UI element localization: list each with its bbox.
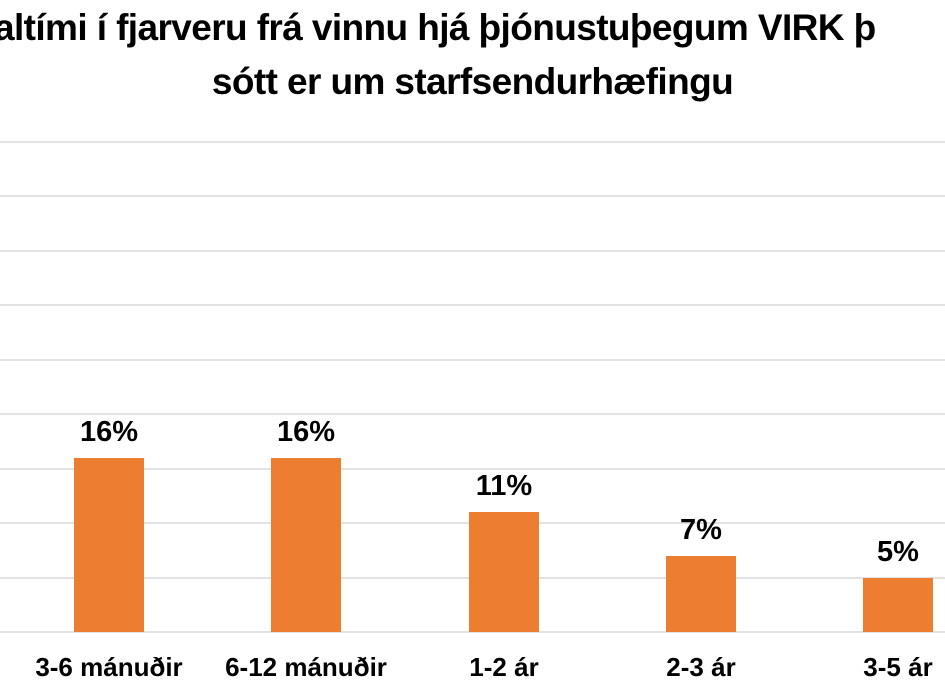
bar	[74, 457, 144, 632]
bar-value-label: 5%	[877, 535, 919, 568]
chart-title: altími í fjarveru frá vinnu hjá þjónustu…	[0, 0, 945, 122]
x-axis-category-label: 2-3 ár	[666, 652, 736, 682]
gridline-20pct	[0, 413, 945, 416]
gridline-30pct	[0, 304, 945, 307]
gridline-15pct	[0, 467, 945, 470]
bar	[271, 457, 341, 632]
bar	[863, 577, 933, 632]
bar-value-label: 16%	[276, 415, 336, 448]
bar-group-6-12-manudir: 16% 6-12 mánuðir	[207, 142, 405, 680]
bar-group-3-6-manudir: 16% 3-6 mánuðir	[10, 142, 208, 680]
bar-group-1-2-ar: 11% 1-2 ár	[405, 142, 603, 680]
gridline-0pct	[0, 631, 945, 633]
x-axis-category-label: 3-5 ár	[863, 652, 933, 682]
bar-group-3-5-ar: 5% 3-5 ár	[799, 142, 945, 680]
gridline-45pct	[0, 141, 945, 143]
x-axis-category-label: 1-2 ár	[469, 652, 539, 682]
bar-group-2-3-ar: 7% 2-3 ár	[602, 142, 800, 680]
x-axis-category-label: 3-6 mánuðir	[35, 652, 183, 682]
bar-value-label: 7%	[680, 513, 722, 546]
plot-area: 16% 3-6 mánuðir 16% 6-12 mánuðir 11% 1-2…	[0, 141, 945, 680]
x-axis-category-label: 6-12 mánuðir	[225, 652, 387, 682]
bar-value-label: 16%	[79, 415, 139, 448]
bar	[666, 555, 736, 632]
gridline-40pct	[0, 195, 945, 198]
bar-value-label: 11%	[475, 470, 533, 503]
chart-title-line-2: sótt er um starfsendurhæfingu	[211, 61, 734, 102]
chart-title-line-1: altími í fjarveru frá vinnu hjá þjónustu…	[0, 7, 876, 48]
gridline-35pct	[0, 249, 945, 252]
bar	[469, 512, 539, 632]
gridline-25pct	[0, 358, 945, 361]
